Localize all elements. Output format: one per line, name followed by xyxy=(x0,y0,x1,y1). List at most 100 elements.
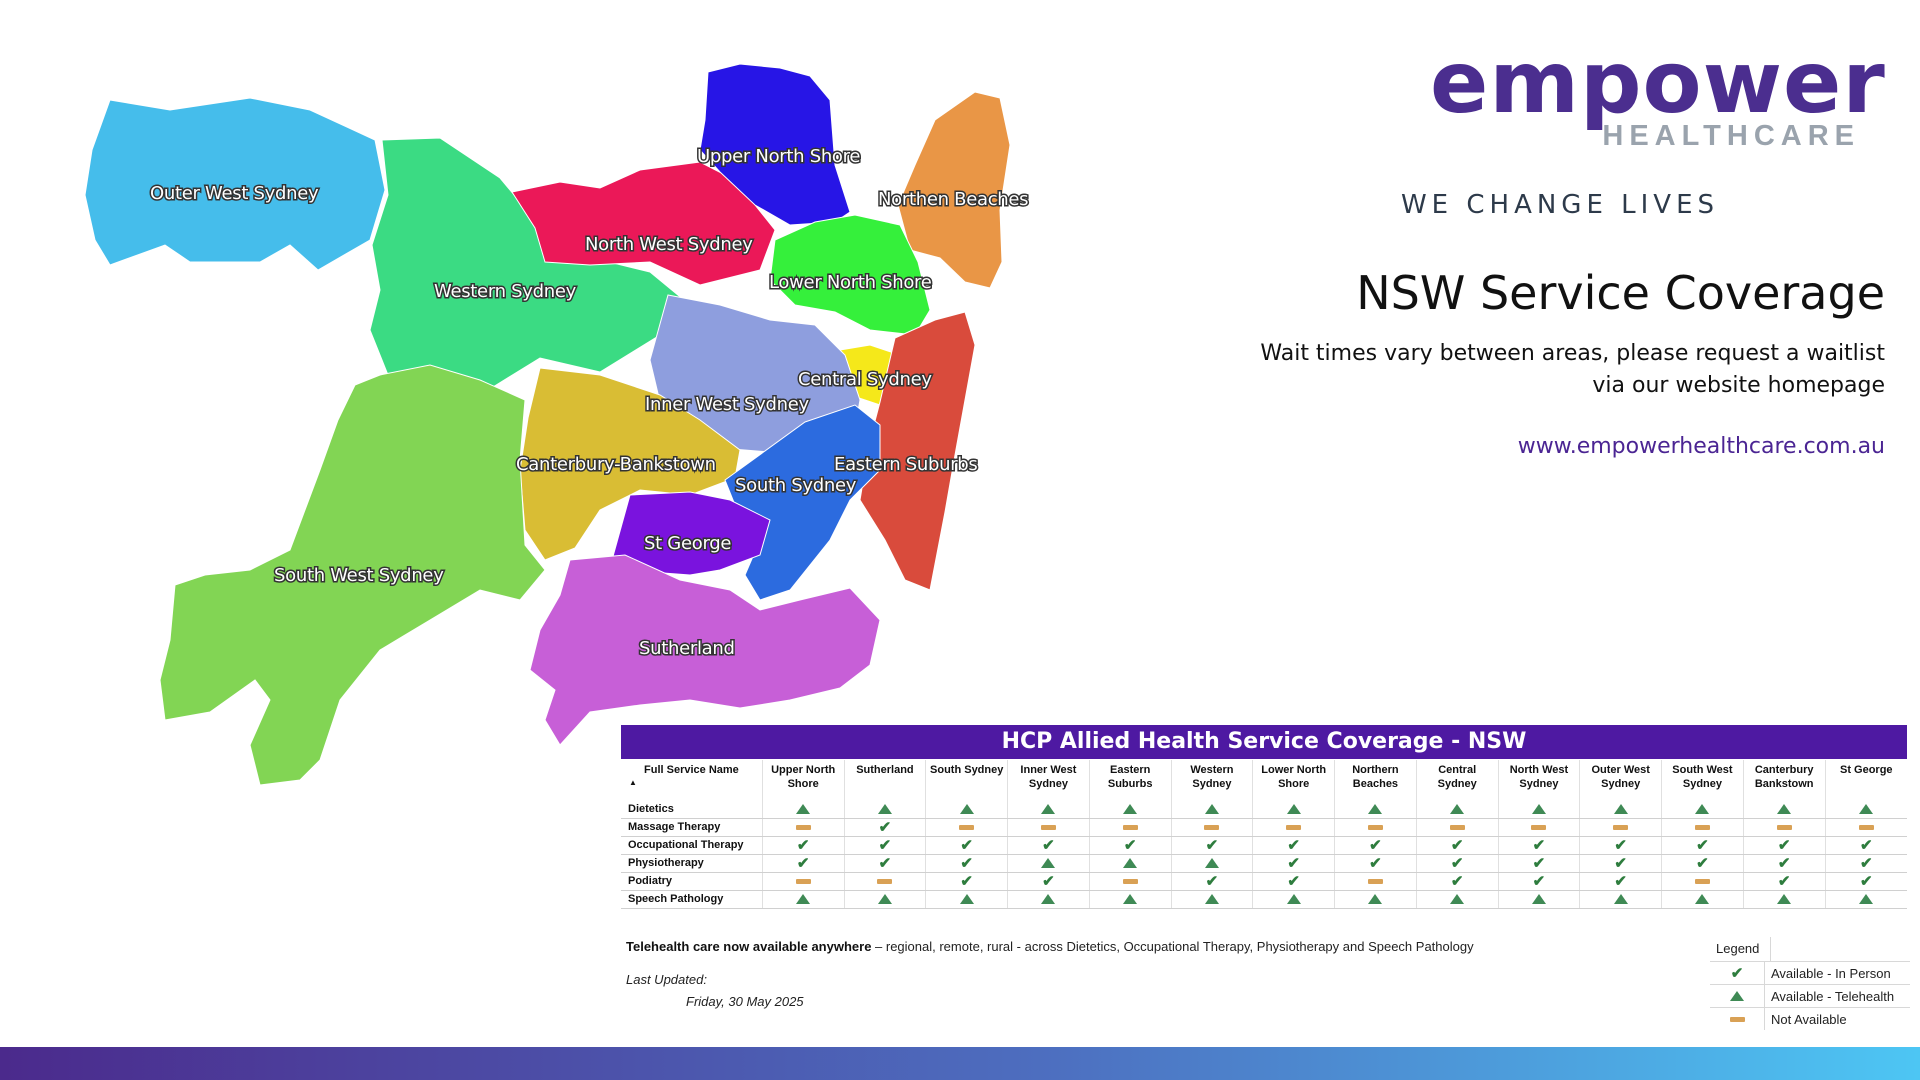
in-person-check-icon: ✔ xyxy=(1777,872,1791,890)
coverage-cell xyxy=(843,872,926,891)
coverage-cell xyxy=(1088,818,1172,837)
not-available-dash-icon xyxy=(795,878,811,884)
legend-title: Legend xyxy=(1710,937,1771,961)
region-lower-north-shore[interactable] xyxy=(769,214,931,336)
not-available-dash-icon xyxy=(1122,878,1138,884)
service-name: Physiotherapy xyxy=(621,854,763,873)
telehealth-triangle-icon xyxy=(1613,804,1628,815)
label-st-george: St George xyxy=(644,533,731,554)
bottom-gradient-bar xyxy=(0,1047,1920,1080)
telehealth-triangle-icon xyxy=(1368,804,1383,815)
coverage-cell xyxy=(1252,890,1335,909)
in-person-check-icon: ✔ xyxy=(1369,836,1382,854)
telehealth-triangle-icon xyxy=(1859,894,1874,905)
in-person-check-icon: ✔ xyxy=(1614,836,1627,854)
table-row: Dietetics xyxy=(621,801,1907,819)
telehealth-triangle-icon xyxy=(1368,894,1383,905)
last-updated-label: Last Updated: xyxy=(626,972,707,987)
company-logo[interactable]: empower HEALTHCARE xyxy=(1430,40,1885,153)
not-available-dash-icon xyxy=(1204,824,1220,830)
map-labels: Outer West Sydney Western Sydney North W… xyxy=(149,145,1031,661)
telehealth-triangle-icon xyxy=(1123,858,1138,869)
label-inner-west-sydney: Inner West Sydney xyxy=(645,394,809,415)
in-person-check-icon: ✔ xyxy=(796,836,810,854)
telehealth-triangle-icon xyxy=(796,894,811,905)
table-row: Massage Therapy ✔ xyxy=(621,818,1907,837)
coverage-cell xyxy=(761,818,845,837)
tagline: WE CHANGE LIVES xyxy=(1400,190,1720,220)
coverage-cell xyxy=(1007,854,1090,873)
in-person-check-icon: ✔ xyxy=(1696,854,1709,872)
in-person-check-icon: ✔ xyxy=(1205,836,1219,854)
website-link[interactable]: www.empowerhealthcare.com.au xyxy=(1517,434,1885,459)
column-header-region: Central Sydney xyxy=(1415,760,1499,801)
legend-label: Not Available xyxy=(1771,1011,1847,1027)
coverage-cell xyxy=(1007,818,1090,837)
telehealth-triangle-icon xyxy=(1730,991,1744,1001)
telehealth-note-bold: Telehealth care now available anywhere xyxy=(626,939,872,954)
column-header-service[interactable]: Full Service Name ▲ xyxy=(621,760,762,801)
column-header-region: Eastern Suburbs xyxy=(1088,760,1172,801)
coverage-cell: ✔ xyxy=(925,872,1008,891)
telehealth-triangle-icon xyxy=(877,894,892,905)
table-row: Podiatry ✔ ✔ ✔ ✔ ✔ ✔ ✔ ✔ ✔ xyxy=(621,872,1907,891)
column-header-label: Upper North Shore xyxy=(771,764,836,790)
coverage-cell xyxy=(1661,872,1744,891)
in-person-check-icon: ✔ xyxy=(960,872,973,890)
telehealth-triangle-icon xyxy=(959,804,974,815)
telehealth-triangle-icon xyxy=(1041,858,1056,869)
coverage-table-title: HCP Allied Health Service Coverage - NSW xyxy=(621,725,1907,759)
coverage-cell: ✔ xyxy=(925,836,1008,855)
coverage-cell: ✔ xyxy=(1661,836,1744,855)
coverage-cell: ✔ xyxy=(1497,872,1580,891)
telehealth-triangle-icon xyxy=(1531,804,1546,815)
label-north-west-sydney: North West Sydney xyxy=(585,234,753,255)
coverage-cell xyxy=(761,801,845,819)
subtitle-line-2: via our website homepage xyxy=(1592,373,1885,398)
in-person-check-icon: ✔ xyxy=(1205,872,1219,890)
in-person-check-icon: ✔ xyxy=(878,818,892,836)
column-header-region: Inner West Sydney xyxy=(1007,760,1090,801)
not-available-dash-icon xyxy=(1531,824,1547,830)
legend: Legend ✔ Available - In Person Available -… xyxy=(1710,937,1910,1030)
telehealth-triangle-icon xyxy=(1777,894,1792,905)
region-south-west-sydney[interactable] xyxy=(159,364,546,786)
coverage-cell xyxy=(1170,818,1253,837)
coverage-cell xyxy=(1252,818,1335,837)
coverage-cell xyxy=(1824,818,1907,837)
telehealth-triangle-icon xyxy=(1859,804,1874,815)
sort-ascending-icon[interactable]: ▲ xyxy=(629,778,637,787)
page-title: NSW Service Coverage xyxy=(1356,266,1885,320)
region-north-west-sydney[interactable] xyxy=(511,161,776,286)
column-header-label: Inner West Sydney xyxy=(1020,764,1077,790)
coverage-cell: ✔ xyxy=(1415,854,1499,873)
coverage-cell: ✔ xyxy=(1742,836,1826,855)
region-northen-beaches[interactable] xyxy=(897,91,1011,289)
not-available-dash-icon xyxy=(1858,824,1874,830)
telehealth-triangle-icon xyxy=(1531,894,1546,905)
not-available-dash-icon xyxy=(1694,878,1710,884)
legend-label: Available - Telehealth xyxy=(1771,988,1895,1004)
region-outer-west-sydney[interactable] xyxy=(84,97,386,271)
coverage-cell: ✔ xyxy=(1742,872,1826,891)
region-sutherland[interactable] xyxy=(529,554,881,746)
coverage-cell: ✔ xyxy=(1252,872,1335,891)
in-person-check-icon: ✔ xyxy=(1532,836,1546,854)
logo-subtext: HEALTHCARE xyxy=(1602,120,1860,152)
label-upper-north-shore: Upper North Shore xyxy=(697,146,860,167)
column-header-label: Sutherland xyxy=(856,764,914,776)
coverage-cell xyxy=(1497,890,1580,909)
legend-item: ✔ Available - In Person xyxy=(1710,961,1910,984)
coverage-cell xyxy=(1415,801,1499,819)
telehealth-triangle-icon xyxy=(959,894,974,905)
coverage-cell xyxy=(925,801,1008,819)
not-available-dash-icon xyxy=(1286,824,1302,830)
column-header-region: North West Sydney xyxy=(1497,760,1580,801)
table-row: Speech Pathology xyxy=(621,890,1907,909)
coverage-cell: ✔ xyxy=(1415,836,1499,855)
service-name: Dietetics xyxy=(621,801,763,819)
coverage-cell xyxy=(1661,818,1744,837)
coverage-cell: ✔ xyxy=(1661,854,1744,873)
table-header-row: Full Service Name ▲ Upper North Shore Suthe… xyxy=(621,760,1907,801)
column-header-label: Eastern Suburbs xyxy=(1107,764,1153,790)
